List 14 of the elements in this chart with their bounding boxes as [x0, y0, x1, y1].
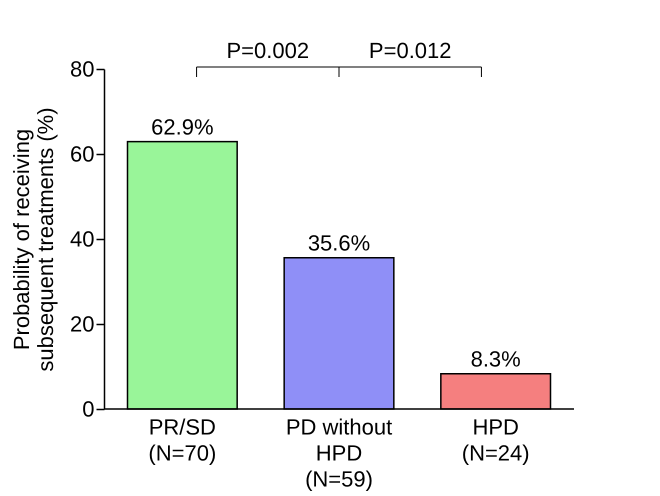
y-axis-title: Probability of receiving subsequent treatments (%): [9, 107, 58, 372]
data-label: 8.3%: [470, 346, 521, 372]
data-label: 62.9%: [151, 114, 214, 140]
text: P=0.002: [226, 38, 310, 63]
y-tick-label: 20: [70, 312, 94, 336]
x-tick-label: PR/SD (N=70): [148, 414, 216, 466]
x-tick-label: PD without HPD (N=59): [286, 414, 392, 492]
x-tick-label: HPD (N=24): [462, 414, 530, 466]
data-label: 35.6%: [308, 230, 370, 256]
text: P=0.012: [368, 38, 452, 63]
y-tick-label: 80: [70, 56, 94, 82]
y-tick-label: 0: [82, 396, 94, 422]
y-tick-label: 60: [70, 142, 94, 166]
y-tick-label: 40: [70, 226, 94, 252]
